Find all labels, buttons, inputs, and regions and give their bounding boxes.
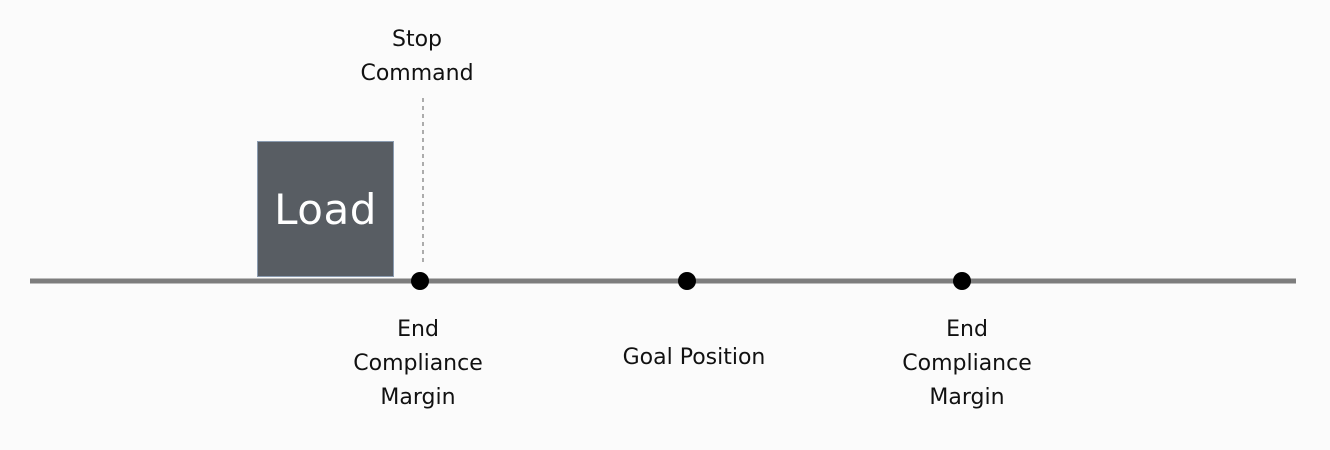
load-label: Load — [274, 184, 377, 234]
stop-command-line-1: Stop — [391, 27, 443, 52]
end-compliance-margin-point-left — [411, 272, 429, 290]
left-margin-line-1: End — [397, 317, 439, 342]
left-margin-line-3: Margin — [380, 385, 456, 410]
stop-command-label: Stop Command — [360, 23, 473, 91]
goal-position-point — [678, 272, 696, 290]
right-margin-line-2: Compliance — [902, 351, 1032, 376]
right-margin-line-3: Margin — [929, 385, 1005, 410]
goal-position-line-1: Goal Position — [622, 345, 766, 370]
goal-position-label: Goal Position — [623, 341, 766, 375]
left-margin-line-2: Compliance — [353, 351, 483, 376]
end-compliance-margin-label-left: End Compliance Margin — [353, 313, 483, 415]
right-margin-line-1: End — [946, 317, 988, 342]
load-block: Load — [257, 141, 394, 277]
end-compliance-margin-point-right — [953, 272, 971, 290]
stop-command-line-2: Command — [360, 61, 474, 86]
end-compliance-margin-label-right: End Compliance Margin — [902, 313, 1032, 415]
